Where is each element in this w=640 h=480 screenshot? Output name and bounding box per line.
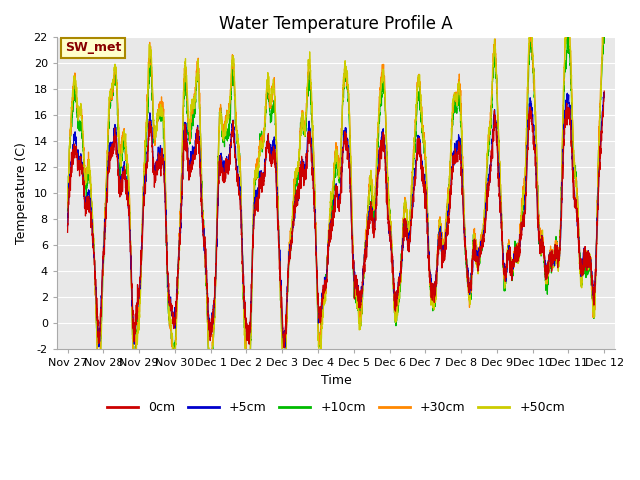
Text: SW_met: SW_met bbox=[65, 41, 122, 54]
Y-axis label: Temperature (C): Temperature (C) bbox=[15, 143, 28, 244]
Title: Water Temperature Profile A: Water Temperature Profile A bbox=[219, 15, 452, 33]
X-axis label: Time: Time bbox=[321, 374, 351, 387]
Legend: 0cm, +5cm, +10cm, +30cm, +50cm: 0cm, +5cm, +10cm, +30cm, +50cm bbox=[102, 396, 570, 419]
